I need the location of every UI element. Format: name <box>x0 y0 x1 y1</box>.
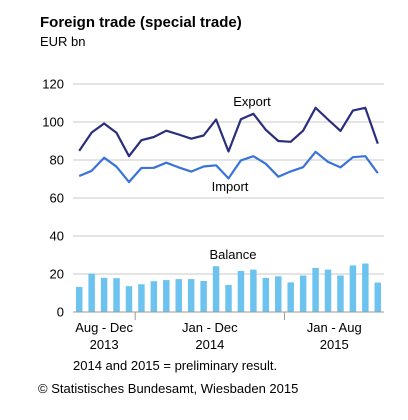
y-tick-label: 0 <box>57 305 64 320</box>
balance-label: Balance <box>210 247 257 262</box>
import-label: Import <box>212 179 249 194</box>
balance-bar <box>88 273 95 312</box>
y-tick-label: 100 <box>42 115 64 130</box>
balance-bar <box>212 266 220 312</box>
balance-bar <box>299 275 307 312</box>
balance-bar <box>349 265 357 312</box>
balance-bar <box>75 286 83 312</box>
balance-bar <box>225 285 232 312</box>
source-credit: © Statistisches Bundesamt, Wiesbaden 201… <box>38 381 299 396</box>
balance-bar <box>262 277 270 312</box>
balance-bar <box>125 286 133 312</box>
balance-bar <box>187 279 195 312</box>
series-labels: Export Import Balance <box>210 94 272 262</box>
balance-bars <box>75 263 382 312</box>
balance-bar <box>175 279 182 312</box>
y-tick-label: 60 <box>50 191 64 206</box>
balance-bar <box>200 281 207 312</box>
x-period-year: 2014 <box>195 337 224 352</box>
x-period-months: Aug - Dec <box>75 320 133 335</box>
balance-bar <box>250 269 257 312</box>
x-period-months: Jan - Aug <box>307 320 362 335</box>
balance-bar <box>100 277 108 312</box>
balance-bar <box>312 267 319 312</box>
y-axis: 0 20 40 60 80 100 120 <box>42 77 64 320</box>
x-axis: Aug - Dec 2013 Jan - Dec 2014 Jan - Aug 2015 <box>73 311 384 352</box>
export-line <box>78 106 379 158</box>
trade-lines <box>78 106 379 184</box>
y-tick-label: 20 <box>50 267 64 282</box>
x-period-year: 2013 <box>90 337 119 352</box>
preliminary-note: 2014 and 2015 = preliminary result. <box>73 358 278 373</box>
balance-bar <box>374 282 382 312</box>
balance-bar <box>150 281 158 312</box>
balance-bar <box>113 278 120 312</box>
balance-bar <box>237 270 245 312</box>
balance-bar <box>163 280 170 312</box>
balance-bar <box>275 276 282 312</box>
chart-title: Foreign trade (special trade) <box>40 14 242 31</box>
balance-bar <box>362 263 369 312</box>
y-tick-label: 80 <box>50 153 64 168</box>
balance-bar <box>138 284 145 312</box>
balance-bar <box>287 282 294 312</box>
balance-bar <box>324 269 332 312</box>
import-line <box>78 150 379 184</box>
balance-bar <box>337 275 344 312</box>
y-tick-label: 120 <box>42 77 64 92</box>
export-label: Export <box>233 94 271 109</box>
x-period-year: 2015 <box>320 337 349 352</box>
x-period-months: Jan - Dec <box>182 320 238 335</box>
y-tick-label: 40 <box>50 229 64 244</box>
chart-unit-label: EUR bn <box>40 34 86 49</box>
